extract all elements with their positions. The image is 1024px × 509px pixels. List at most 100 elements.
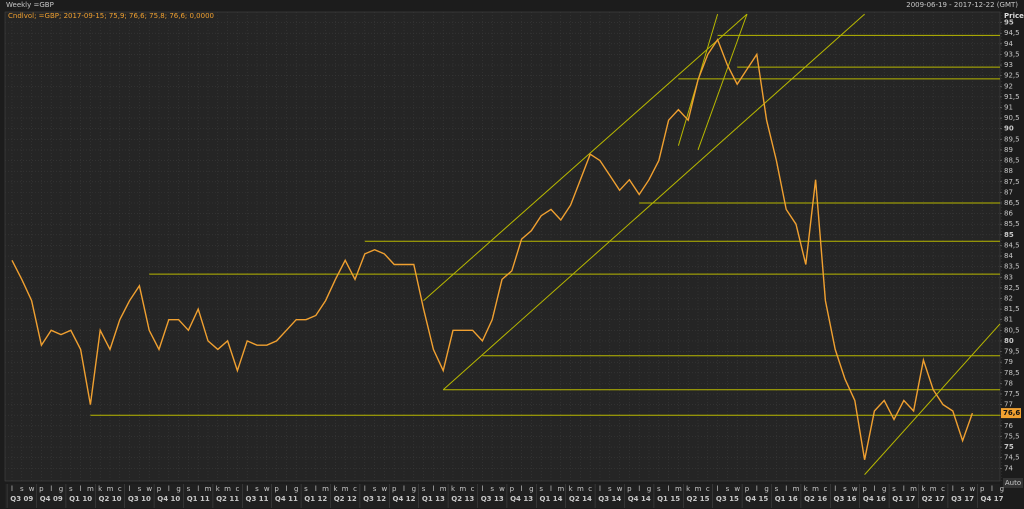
month-label: l <box>50 485 52 493</box>
y-tick-label: 87 <box>1004 188 1013 196</box>
y-tick-label: 79,5 <box>1004 348 1020 356</box>
month-label: s <box>20 485 24 493</box>
month-label: m <box>557 485 564 493</box>
y-tick-label: 82,5 <box>1004 284 1020 292</box>
month-label: k <box>569 485 574 493</box>
month-label: l <box>991 485 993 493</box>
month-label: s <box>539 485 543 493</box>
y-tick-label: 90 <box>1004 125 1014 133</box>
month-label: l <box>168 485 170 493</box>
month-label: g <box>529 485 533 493</box>
month-label: s <box>69 485 73 493</box>
y-axis-title: Price <box>1004 12 1024 20</box>
quarter-label: Q3 10 <box>128 495 151 503</box>
month-label: w <box>29 485 35 493</box>
y-tick-label: 83 <box>1004 273 1013 281</box>
month-label: m <box>577 485 584 493</box>
quarter-label: Q4 09 <box>40 495 63 503</box>
quarter-label: Q2 14 <box>569 495 592 503</box>
y-tick-label: 95 <box>1004 19 1014 27</box>
y-tick-label: 94 <box>1004 40 1013 48</box>
quarter-label: Q4 10 <box>157 495 180 503</box>
month-label: p <box>745 485 750 493</box>
quarter-label: Q1 10 <box>69 495 92 503</box>
month-label: c <box>823 485 827 493</box>
quarter-label: Q2 10 <box>99 495 122 503</box>
y-tick-label: 75 <box>1004 443 1014 451</box>
month-label: m <box>910 485 917 493</box>
quarter-label: Q3 13 <box>481 495 504 503</box>
x-axis-panel <box>5 484 1000 508</box>
auto-label[interactable]: Auto <box>1005 479 1021 487</box>
month-label: p <box>157 485 162 493</box>
quarter-label: Q3 17 <box>951 495 974 503</box>
month-label: p <box>862 485 867 493</box>
y-tick-label: 87,5 <box>1004 178 1020 186</box>
month-label: c <box>941 485 945 493</box>
y-tick-label: 76 <box>1004 422 1013 430</box>
quarter-label: Q4 16 <box>863 495 886 503</box>
month-label: l <box>315 485 317 493</box>
month-label: g <box>412 485 416 493</box>
month-label: m <box>793 485 800 493</box>
month-label: c <box>235 485 239 493</box>
month-label: l <box>197 485 199 493</box>
quarter-label: Q1 16 <box>775 495 798 503</box>
month-label: l <box>403 485 405 493</box>
month-label: l <box>521 485 523 493</box>
month-label: l <box>756 485 758 493</box>
y-tick-label: 80 <box>1004 337 1014 345</box>
y-tick-label: 79 <box>1004 358 1013 366</box>
month-label: l <box>873 485 875 493</box>
month-label: k <box>804 485 809 493</box>
quarter-label: Q3 16 <box>834 495 857 503</box>
month-label: c <box>353 485 357 493</box>
month-label: s <box>187 485 191 493</box>
y-tick-label: 92,5 <box>1004 72 1020 80</box>
auto-button[interactable] <box>1003 478 1023 488</box>
y-tick-label: 84,5 <box>1004 241 1020 249</box>
month-label: m <box>205 485 212 493</box>
month-label: k <box>216 485 221 493</box>
month-label: p <box>392 485 397 493</box>
quarter-label: Q3 11 <box>246 495 269 503</box>
price-line <box>11 38 974 460</box>
month-label: c <box>588 485 592 493</box>
month-label: s <box>304 485 308 493</box>
month-label: p <box>510 485 515 493</box>
month-label: l <box>80 485 82 493</box>
quarter-label: Q1 17 <box>892 495 915 503</box>
quarter-label: Q3 14 <box>598 495 621 503</box>
month-label: k <box>921 485 926 493</box>
quarter-label: Q3 15 <box>716 495 739 503</box>
month-label: l <box>481 485 483 493</box>
month-label: c <box>471 485 475 493</box>
quarter-label: Q2 11 <box>216 495 239 503</box>
date-range: 2009-06-19 - 2017-12-22 (GMT) <box>906 1 1018 9</box>
y-tick-label: 78 <box>1004 379 1013 387</box>
y-tick-label: 90,5 <box>1004 114 1020 122</box>
month-label: w <box>146 485 152 493</box>
quarter-label: Q2 16 <box>804 495 827 503</box>
plot-area <box>4 11 1001 482</box>
quarter-label: Q1 14 <box>540 495 563 503</box>
y-tick-label: 84 <box>1004 252 1013 260</box>
series-info: Cndlvol; =GBP; 2017-09-15; 75,9; 76,6; 7… <box>8 12 214 20</box>
month-label: m <box>322 485 329 493</box>
quarter-label: Q2 17 <box>922 495 945 503</box>
month-label: g <box>294 485 298 493</box>
quarter-label: Q1 13 <box>422 495 445 503</box>
month-label: l <box>717 485 719 493</box>
month-label: l <box>834 485 836 493</box>
month-label: l <box>550 485 552 493</box>
y-tick-label: 74 <box>1004 464 1013 472</box>
month-label: l <box>638 485 640 493</box>
month-label: g <box>176 485 180 493</box>
y-tick-label: 86,5 <box>1004 199 1020 207</box>
last-value-box <box>1001 408 1021 419</box>
y-tick-label: 89 <box>1004 146 1013 154</box>
quarter-label: Q1 11 <box>187 495 210 503</box>
y-tick-label: 89,5 <box>1004 135 1020 143</box>
y-tick-label: 77 <box>1004 401 1013 409</box>
